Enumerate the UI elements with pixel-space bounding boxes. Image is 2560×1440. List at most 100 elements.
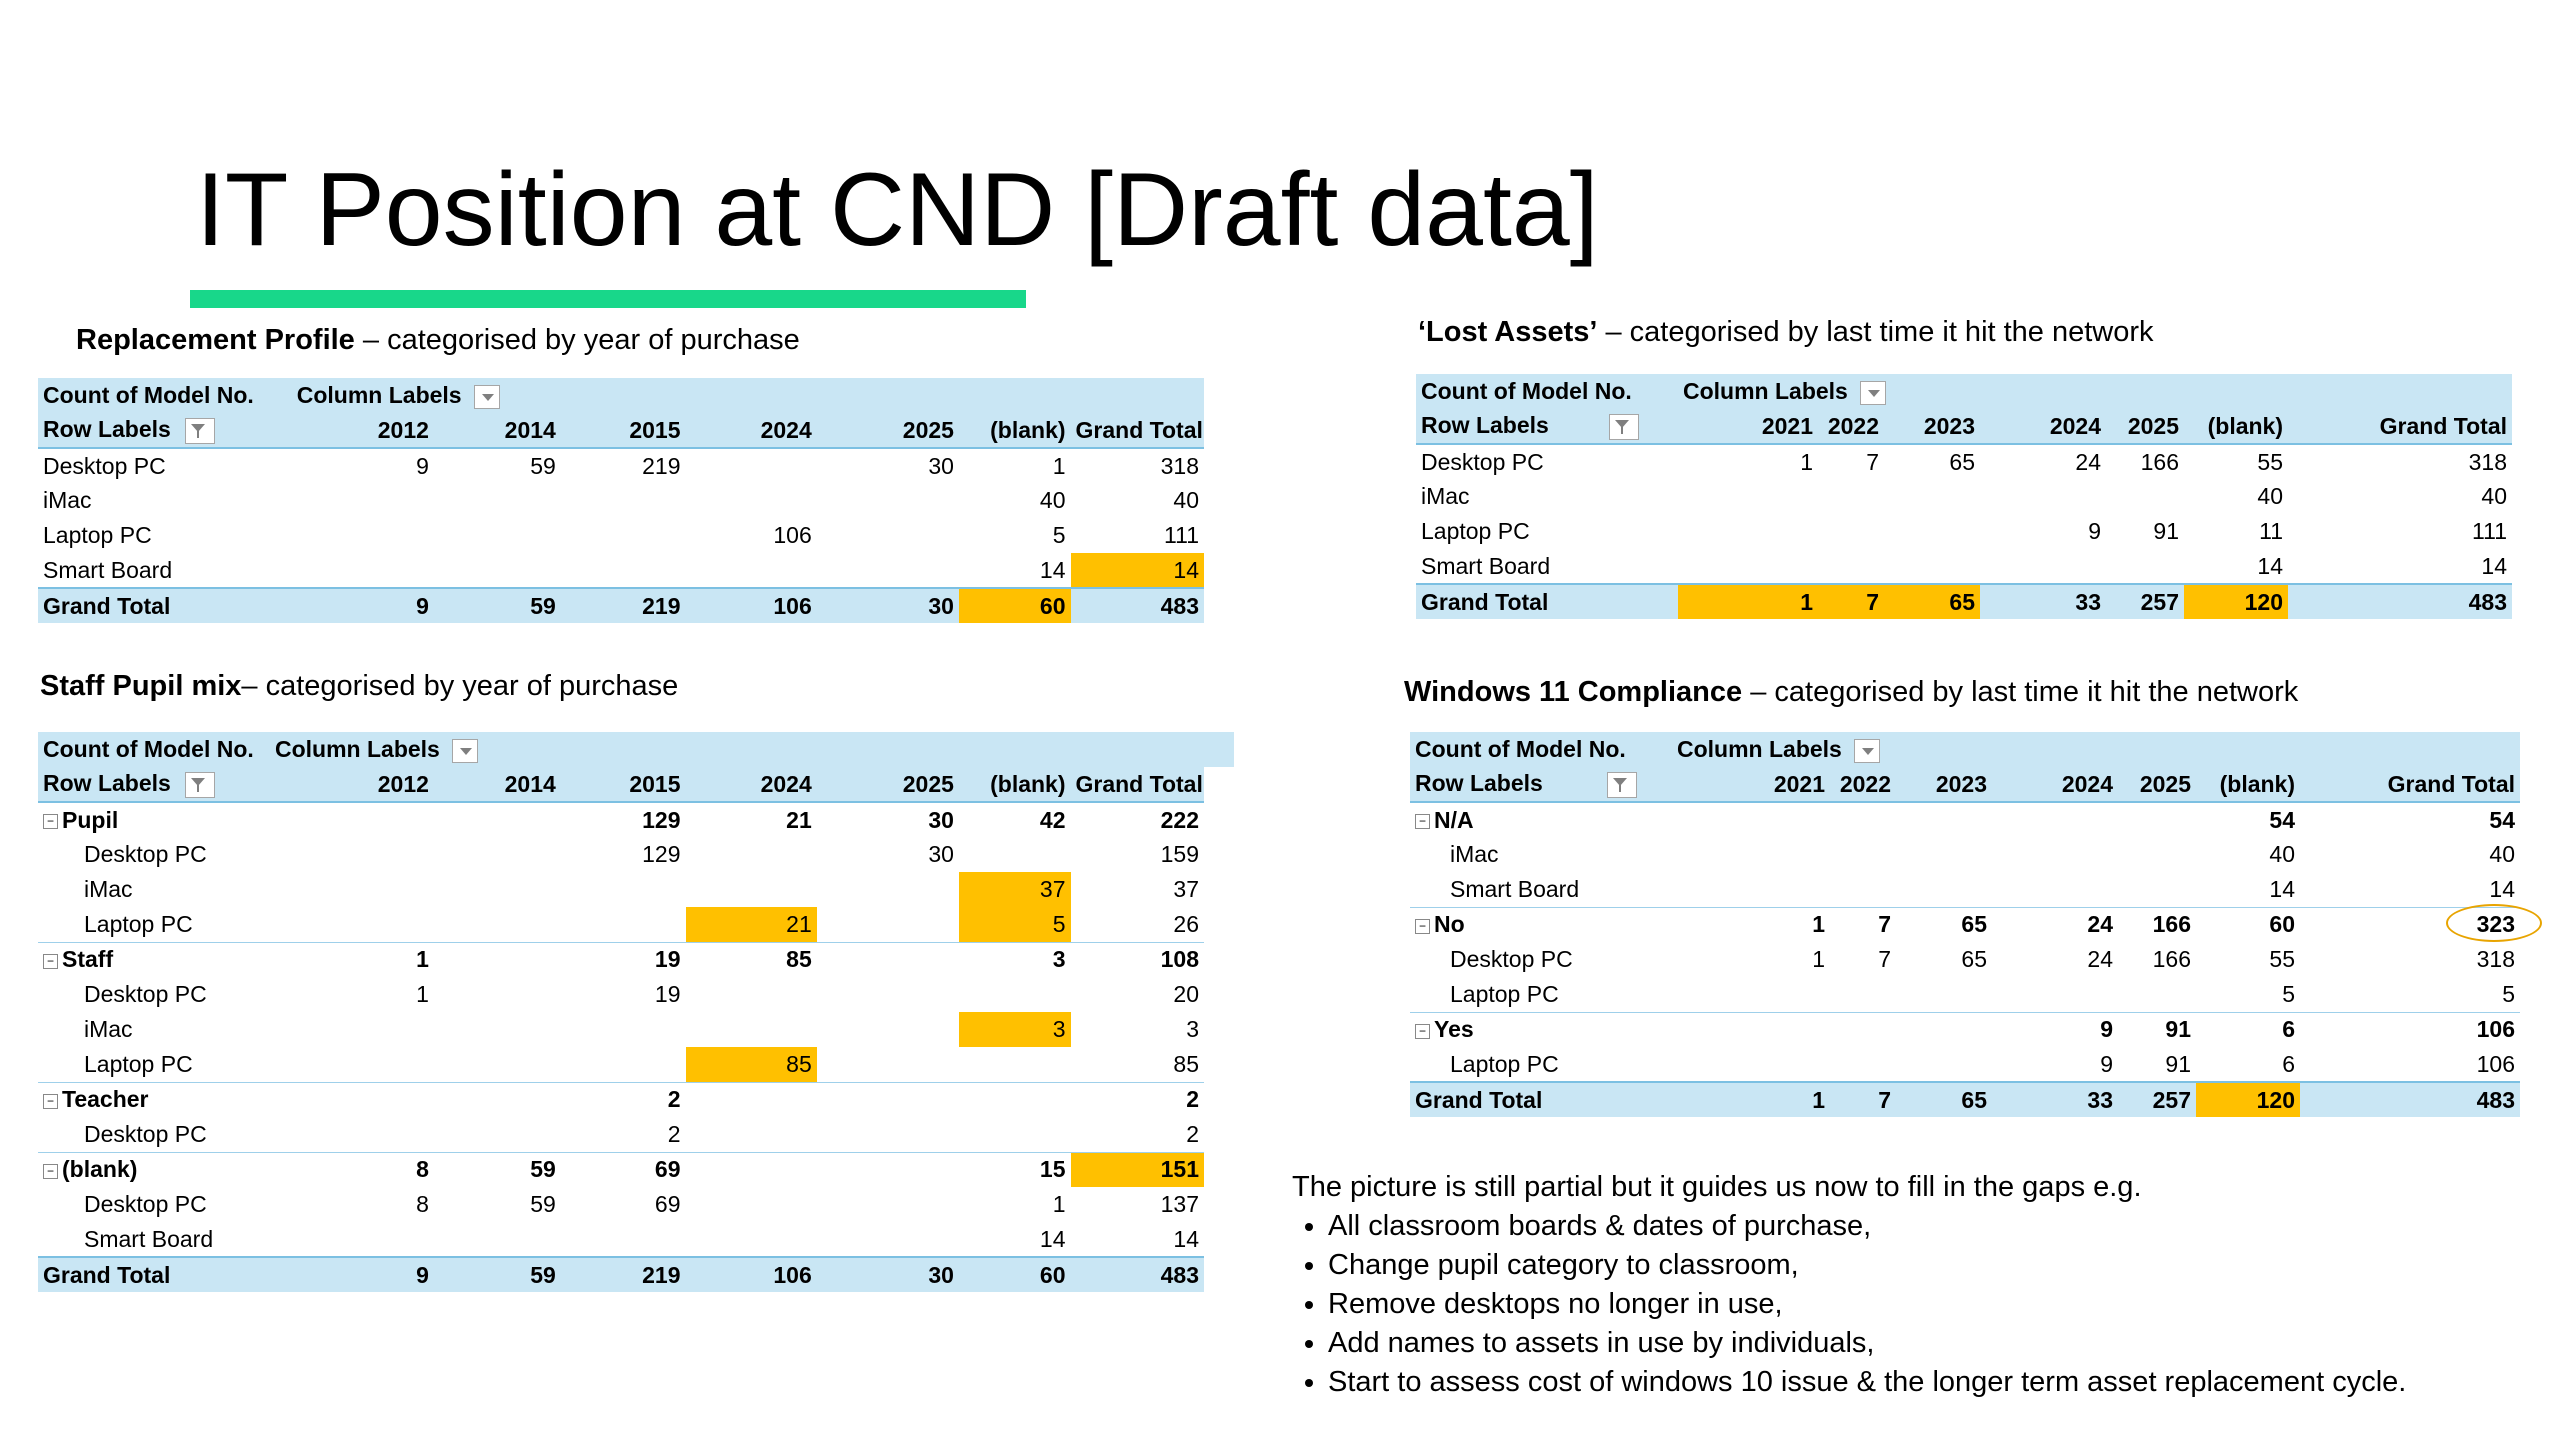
cell: 106 <box>2476 1050 2515 1077</box>
cell <box>434 977 561 1012</box>
lost-assets-caption-subtitle: – categorised by last time it hit the ne… <box>1597 316 2154 348</box>
notes-intro: The picture is still partial but it guid… <box>1292 1171 2142 1203</box>
column-header: 2021 <box>1678 409 1818 445</box>
cell: 21 <box>685 801 817 837</box>
table-row: Desktop PC 1 19 20 <box>38 977 1204 1012</box>
table-row: Smart Board 14 14 <box>1416 549 2512 584</box>
row-labels-header: Row Labels <box>1416 409 1678 445</box>
collapse-icon[interactable]: − <box>43 953 58 969</box>
row-labels-filter-icon[interactable] <box>1608 413 1639 440</box>
cell <box>1884 514 1980 549</box>
cell <box>292 1117 434 1152</box>
cell <box>686 872 817 907</box>
grand-total-row: Grand Total 1 7 65 33 257 120 483 <box>1410 1081 2520 1117</box>
count-header: Count of Model No. <box>38 378 292 413</box>
cell <box>959 977 1071 1012</box>
pivot-header-row: Count of Model No. Column Labels <box>1410 732 2520 767</box>
cell: 60 <box>2196 906 2300 942</box>
cell <box>292 483 434 518</box>
cell <box>292 907 434 942</box>
table-row: Desktop PC 2 2 <box>38 1117 1204 1152</box>
row-label: Desktop PC <box>1450 946 1573 972</box>
highlighted-cell: 37 <box>958 872 1071 907</box>
cell: 54 <box>2300 801 2520 837</box>
collapse-icon[interactable]: − <box>1415 918 1430 934</box>
staff-pupil-pivot-body: Row Labels 2012 2014 2015 2024 2025 (bla… <box>38 767 1204 1292</box>
column-labels-header: Column Labels <box>270 732 530 767</box>
cell: 1 <box>291 941 434 977</box>
row-labels-filter-icon[interactable] <box>1606 771 1637 798</box>
cell: 40 <box>2489 841 2515 867</box>
cell <box>292 872 434 907</box>
collapse-icon[interactable]: − <box>1415 1023 1430 1039</box>
cell <box>433 1081 561 1117</box>
group-row-staff[interactable]: − Staff 1 19 85 3 108 <box>38 941 1204 977</box>
cell: 7 <box>1878 946 1891 972</box>
list-item: Remove desktops no longer in use, <box>1328 1285 2406 1324</box>
cell: 26 <box>1173 910 1199 937</box>
pivot-header-row: Count of Model No. Column Labels <box>1416 374 2512 409</box>
group-row-na[interactable]: − N/A 54 54 <box>1410 801 2520 837</box>
collapse-icon[interactable]: − <box>1415 813 1430 829</box>
lost-assets-caption-title: ‘Lost Assets’ <box>1418 316 1598 348</box>
replacement-caption: Replacement Profile – categorised by yea… <box>76 324 800 357</box>
row-labels-filter-icon[interactable] <box>184 771 215 798</box>
column-labels-header: Column Labels <box>1672 732 1992 767</box>
column-header: (blank) <box>2184 409 2288 445</box>
cell <box>561 1222 686 1257</box>
cell <box>817 977 959 1012</box>
total-cell: 257 <box>2118 1081 2196 1117</box>
group-row-pupil[interactable]: − Pupil 129 21 30 42 222 <box>38 801 1204 837</box>
cell: 14 <box>2269 875 2295 902</box>
cell <box>291 801 434 837</box>
row-labels-filter-icon[interactable] <box>184 417 215 444</box>
grand-total-row: Grand Total 1 7 65 33 257 120 483 <box>1416 583 2512 619</box>
cell: 6 <box>2196 1011 2300 1047</box>
cell <box>434 1047 561 1082</box>
cell: 55 <box>2269 946 2295 972</box>
cell <box>434 553 561 588</box>
group-row-teacher[interactable]: − Teacher 2 2 <box>38 1081 1204 1117</box>
cell <box>2118 977 2196 1012</box>
cell: 30 <box>928 452 954 479</box>
highlighted-cell: 7 <box>1818 583 1884 619</box>
column-labels-dropdown-icon[interactable] <box>1859 380 1886 405</box>
cell <box>2118 801 2196 837</box>
row-label: Laptop PC <box>1450 980 1559 1007</box>
cell: 166 <box>2152 946 2191 972</box>
collapse-icon[interactable]: − <box>43 1163 58 1179</box>
highlighted-cell: 120 <box>2184 583 2288 619</box>
column-header: (blank) <box>958 413 1071 449</box>
column-header: 2012 <box>291 413 434 449</box>
win11-caption-title: Windows 11 Compliance <box>1404 676 1743 708</box>
cell: 14 <box>1173 1225 1199 1252</box>
highlighted-cell: 120 <box>2196 1081 2300 1117</box>
column-header: 2015 <box>560 413 686 449</box>
row-label: Laptop PC <box>43 522 152 548</box>
cell: 14 <box>1039 556 1066 583</box>
cell <box>1992 801 2118 837</box>
column-labels-dropdown-icon[interactable] <box>473 384 500 409</box>
cell: 24 <box>2087 946 2113 972</box>
column-labels-dropdown-icon[interactable] <box>1853 738 1880 763</box>
cell: 65 <box>1961 946 1987 972</box>
row-label: Desktop PC <box>1421 448 1544 475</box>
cell <box>817 518 959 553</box>
cell: 8 <box>291 1151 434 1187</box>
cell: 159 <box>1160 841 1199 867</box>
cell: 54 <box>2196 801 2300 837</box>
total-cell: 9 <box>291 587 434 623</box>
collapse-icon[interactable]: − <box>43 1093 58 1109</box>
group-row-no[interactable]: − No 1 7 65 24 166 60 323 <box>1410 903 2542 942</box>
cell <box>1818 479 1884 514</box>
cell: 40 <box>2257 483 2283 509</box>
column-header: 2021 <box>1672 767 1830 803</box>
group-row-blank[interactable]: − (blank) 8 59 69 15 151 <box>38 1151 1204 1187</box>
cell: 1 <box>1052 452 1066 479</box>
cell <box>1818 514 1884 549</box>
cell <box>959 837 1071 872</box>
table-row: Laptop PC 9 91 11 111 <box>1416 514 2512 549</box>
collapse-icon[interactable]: − <box>43 813 58 829</box>
column-labels-dropdown-icon[interactable] <box>451 738 478 763</box>
group-row-yes[interactable]: − Yes 9 91 6 106 <box>1410 1011 2520 1047</box>
